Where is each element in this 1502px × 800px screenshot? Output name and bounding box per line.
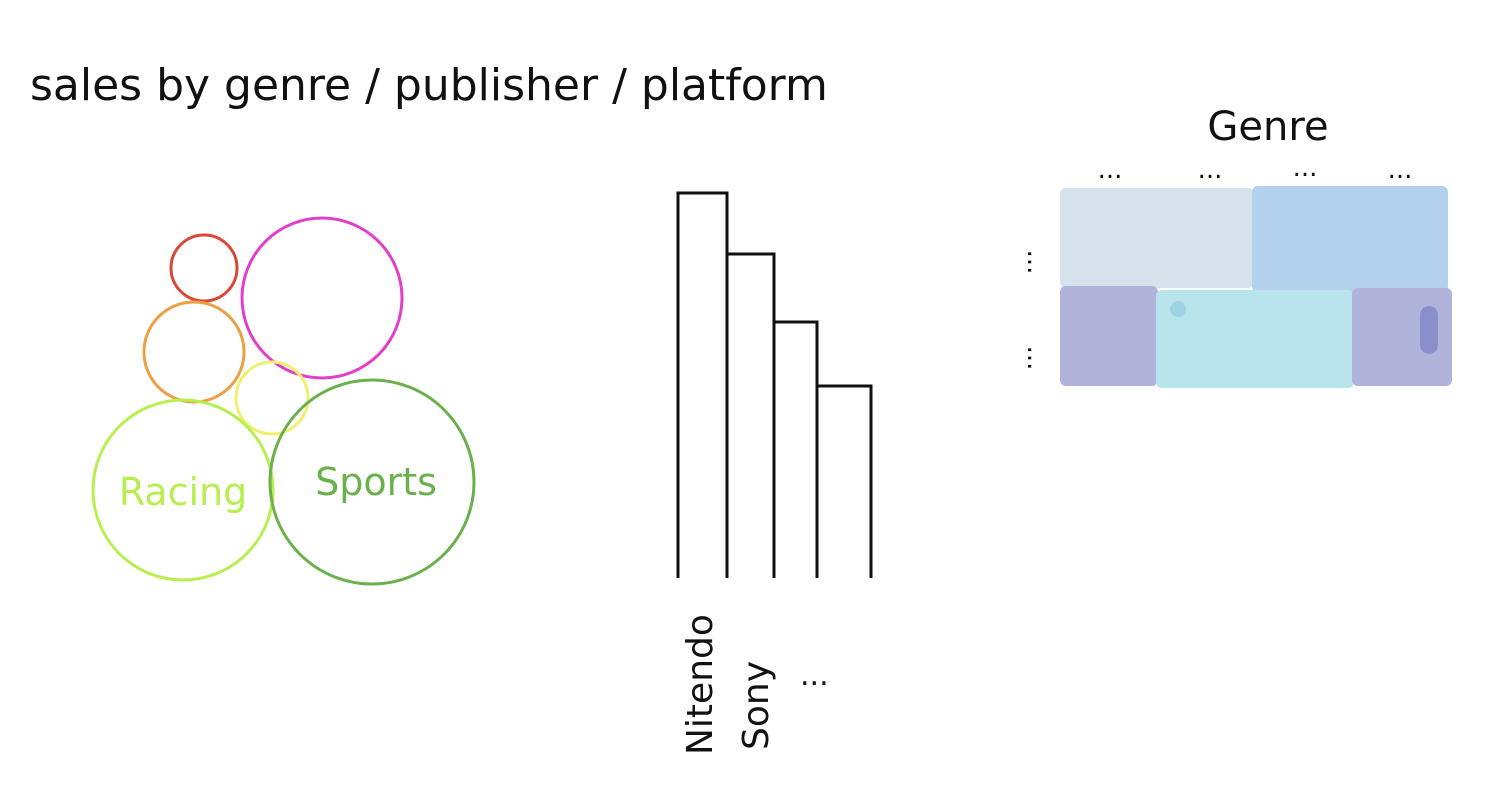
heatmap-title: Genre bbox=[1207, 104, 1328, 150]
bubble bbox=[234, 360, 310, 436]
bubble-label: Sports bbox=[315, 460, 437, 504]
bar bbox=[774, 320, 819, 578]
column-label: ... bbox=[1198, 155, 1223, 185]
bubble bbox=[142, 300, 246, 404]
bar bbox=[817, 384, 873, 578]
bubble bbox=[169, 233, 239, 303]
bar-label: Nitendo bbox=[680, 614, 721, 755]
bar-chart: Nitendo Sony ... bbox=[676, 191, 873, 755]
row-label: ... bbox=[1021, 250, 1051, 275]
bubble bbox=[268, 378, 476, 586]
cell bbox=[1156, 290, 1354, 388]
blot bbox=[1170, 301, 1186, 317]
bar-label: Sony bbox=[736, 661, 777, 750]
cell bbox=[1060, 188, 1254, 288]
bubble-chart: Racing Sports bbox=[91, 216, 476, 586]
column-label: ... bbox=[1293, 153, 1318, 183]
bar bbox=[676, 191, 729, 578]
column-label: ... bbox=[1098, 155, 1123, 185]
cell bbox=[1060, 286, 1158, 386]
heatmap: Genre ... ... ... ... ... ... bbox=[1021, 104, 1452, 388]
bubble bbox=[240, 216, 404, 380]
bubble bbox=[91, 398, 275, 582]
bubble-label: Racing bbox=[119, 470, 248, 514]
cell bbox=[1252, 186, 1448, 292]
row-label: ... bbox=[1021, 346, 1051, 371]
blot bbox=[1420, 306, 1438, 354]
bar bbox=[727, 252, 776, 578]
bar-label: ... bbox=[800, 658, 829, 693]
page-title: sales by genre / publisher / platform bbox=[30, 60, 828, 111]
column-label: ... bbox=[1388, 155, 1413, 185]
